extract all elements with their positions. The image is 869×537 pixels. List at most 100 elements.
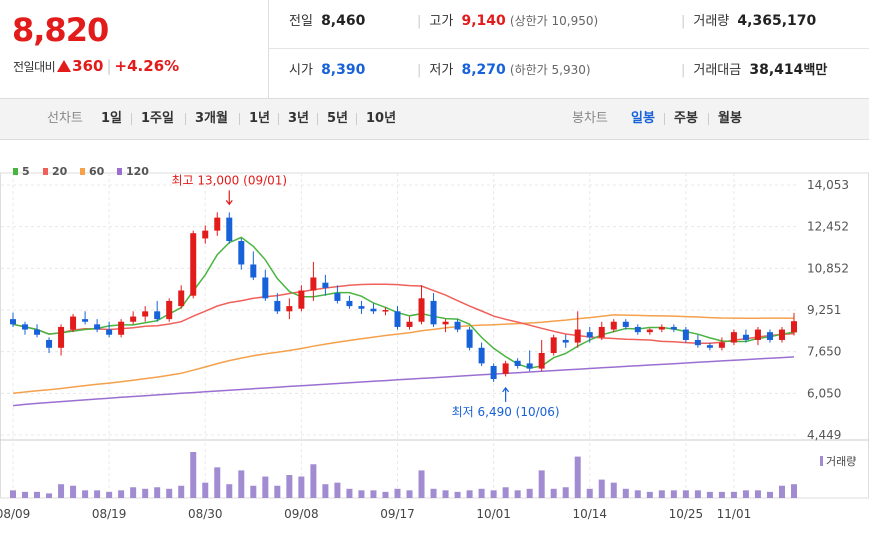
volume-bar <box>274 485 281 498</box>
candle-body <box>706 345 713 348</box>
candle-chart-label: 봉차트 <box>572 111 608 126</box>
candle-body <box>262 277 269 299</box>
line-chart-label: 선차트 <box>47 111 83 126</box>
candle-body <box>598 326 605 338</box>
ma-line-20 <box>12 283 795 345</box>
volume-bar <box>202 482 209 498</box>
volume-bar <box>154 487 161 498</box>
ma-line-120 <box>12 356 795 407</box>
candle <box>82 311 89 325</box>
y-tick-label: 14,053 <box>807 178 849 192</box>
candle <box>274 293 281 314</box>
candle <box>442 319 449 333</box>
candle-body <box>754 329 761 340</box>
candle-body <box>574 329 581 343</box>
volume-bar <box>226 484 233 498</box>
volume-bar <box>70 485 77 498</box>
candle-body <box>142 311 149 317</box>
volume-bar <box>791 484 797 498</box>
candle <box>646 328 653 335</box>
candle-body <box>562 339 569 343</box>
change-amount: 360 <box>72 57 104 75</box>
candle-body <box>778 329 785 340</box>
volume-bar <box>166 488 173 498</box>
tab-daily[interactable]: 일봉 <box>631 111 655 126</box>
volume-bar <box>238 470 245 498</box>
legend-swatch <box>13 168 18 175</box>
candle-body <box>490 365 497 380</box>
tab-3y[interactable]: 3년 <box>288 111 310 126</box>
volume-bar <box>706 491 713 498</box>
candle <box>130 311 137 325</box>
volume-bar <box>538 470 545 498</box>
candle <box>634 324 641 335</box>
tab-1y[interactable]: 1년 <box>249 111 271 126</box>
volume-bar <box>46 493 53 498</box>
candle-body <box>22 324 29 330</box>
stat-low: | 저가 8,270 (하한가 5,930) <box>417 62 591 78</box>
volume-bar <box>550 488 557 498</box>
candle <box>610 319 617 333</box>
candle <box>10 312 16 327</box>
tab-5y[interactable]: 5년 <box>327 111 349 126</box>
candle-body <box>718 342 725 348</box>
candle-body <box>274 300 281 312</box>
volume-bar <box>10 490 16 498</box>
candle-body <box>286 306 293 312</box>
volume-bar <box>502 487 509 498</box>
high-annotation: 최고 13,000 (09/01) <box>171 173 287 187</box>
volume-bar <box>646 491 653 498</box>
volume-bar <box>514 490 521 498</box>
volume-bar <box>718 491 725 498</box>
candle <box>454 319 461 333</box>
candle-body <box>454 321 461 330</box>
candle-body <box>646 329 653 333</box>
volume-bar <box>118 490 125 498</box>
legend-swatch <box>43 168 48 175</box>
volume-bar <box>250 485 257 498</box>
candle-body <box>250 264 257 278</box>
tab-weekly[interactable]: 주봉 <box>674 111 698 126</box>
candle-body <box>82 319 89 322</box>
candle <box>514 358 521 369</box>
tab-1d[interactable]: 1일 <box>101 111 123 126</box>
candle-body <box>358 306 365 309</box>
candle-body <box>430 300 437 325</box>
volume-bar <box>142 488 149 498</box>
volume-bar <box>742 490 749 498</box>
volume-bar <box>430 488 437 498</box>
candle <box>394 306 401 330</box>
candle <box>538 339 545 372</box>
candle <box>574 311 581 348</box>
candle-body <box>622 321 629 327</box>
candle-body <box>526 363 533 369</box>
y-tick-label: 12,452 <box>807 220 849 234</box>
legend-swatch <box>80 168 85 175</box>
volume-bar <box>754 490 761 498</box>
high-arrow-icon <box>225 190 233 206</box>
stat-high: | 고가 9,140 (상한가 10,950) <box>417 13 599 29</box>
tab-1w[interactable]: 1주일 <box>141 111 174 126</box>
tab-10y[interactable]: 10년 <box>366 111 397 126</box>
volume-bar <box>82 490 89 498</box>
candle <box>550 334 557 356</box>
candle <box>226 212 233 244</box>
candle <box>334 285 341 304</box>
tab-monthly[interactable]: 월봉 <box>718 111 742 126</box>
volume-bar <box>766 491 773 498</box>
stat-open: 시가 8,390 <box>289 62 366 78</box>
stat-volume: | 거래량 4,365,170 <box>681 13 817 29</box>
x-tick-label: 08/19 <box>92 507 127 521</box>
candle-body <box>106 329 113 335</box>
y-tick-label: 9,251 <box>807 303 841 317</box>
x-tick-label: 10/25 <box>669 507 704 521</box>
candle-body <box>418 298 425 322</box>
tab-3m[interactable]: 3개월 <box>195 111 228 126</box>
candle-body <box>502 363 509 374</box>
volume-bar <box>370 490 377 498</box>
change-percent: +4.26% <box>114 57 180 75</box>
chart-tabbar: 선차트 1일 1주일 3개월 1년 3년 5년 10년 봉차트 일봉 주봉 월봉 <box>0 98 869 140</box>
volume-bar <box>190 452 197 498</box>
candle-body <box>46 339 53 348</box>
volume-bar <box>322 484 329 498</box>
